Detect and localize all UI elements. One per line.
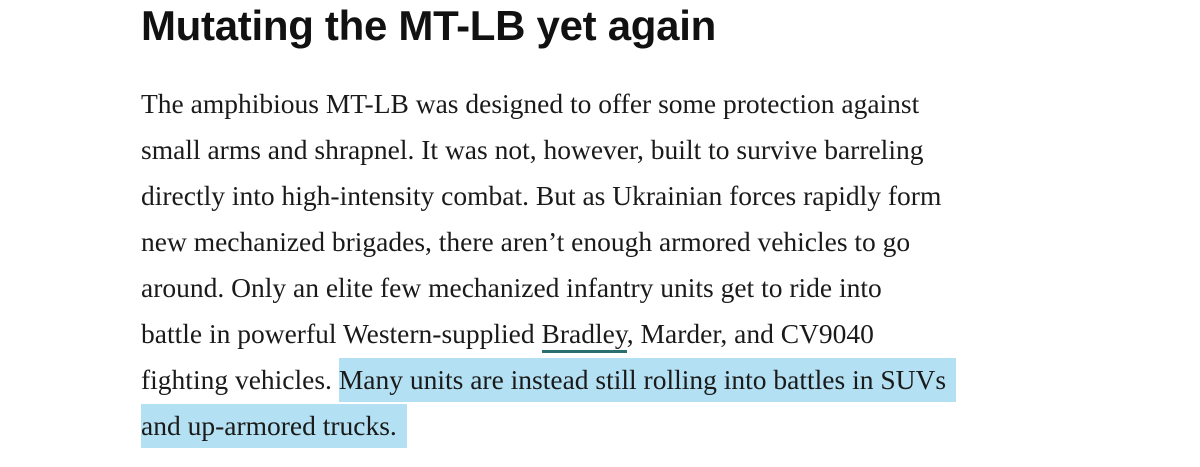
section-heading: Mutating the MT-LB yet again: [141, 2, 716, 49]
text: fighting vehicles.: [141, 364, 339, 395]
article-paragraph: The amphibious MT-LB was designed to off…: [141, 81, 957, 449]
paragraph-line: The amphibious MT-LB was designed to off…: [141, 88, 920, 119]
selected-text[interactable]: and up-armored trucks.: [141, 404, 407, 448]
text: battle in powerful Western-supplied: [141, 318, 542, 349]
paragraph-line: directly into high-intensity combat. But…: [141, 180, 942, 211]
paragraph-line: around. Only an elite few mechanized inf…: [141, 272, 882, 303]
paragraph-line: battle in powerful Western-supplied Brad…: [141, 311, 956, 357]
paragraph-line: new mechanized brigades, there aren’t en…: [141, 226, 911, 257]
paragraph-line: fighting vehicles. Many units are instea…: [141, 357, 957, 403]
bradley-link[interactable]: Bradley: [541, 318, 627, 353]
selected-text[interactable]: Many units are instead still rolling int…: [338, 358, 957, 402]
paragraph-line: small arms and shrapnel. It was not, how…: [141, 134, 924, 165]
paragraph-line: and up-armored trucks.: [141, 403, 956, 449]
text: , Marder, and CV9040: [626, 318, 874, 349]
